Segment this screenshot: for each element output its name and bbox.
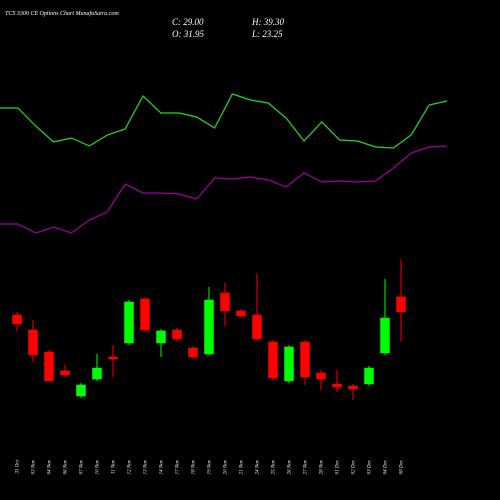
x-tick-label: 27 Nov [304,459,309,474]
ohlc-open: O: 31.95 [172,29,204,39]
candle-body [172,329,182,340]
candle-body [268,341,278,379]
x-tick-label: 12 Nov [128,459,133,474]
candle-body [220,292,230,312]
candle-body [300,341,310,378]
x-tick-label: 21 Nov [240,459,245,474]
x-tick-label: 19 Nov [208,459,213,474]
x-tick-label: 11 Nov [112,459,117,474]
candle-body [76,384,86,397]
candle-body [284,346,294,382]
candle-body [348,385,358,390]
chart-title: TCS 3300 CE Options Chart MunafaSutra.co… [5,10,119,17]
x-tick-label: 26 Nov [288,459,293,474]
candle-body [92,367,102,380]
ohlc-low: L: 23.25 [251,29,283,39]
x-tick-label: 24 Nov [256,459,261,474]
candle-body [12,314,22,325]
candle-body [236,310,246,317]
ohlc-high: H: 39.30 [251,17,284,27]
candle-body [252,314,262,340]
x-tick-label: 04 Nov [48,459,53,474]
indicator-line [0,93,448,149]
x-tick-label: 31 Oct [16,459,21,473]
x-tick-label: 07 Nov [80,459,85,474]
x-tick-label: 03 Nov [32,459,37,474]
x-tick-label: 17 Nov [176,459,181,474]
candle-body [316,372,326,380]
x-tick-label: 08 Dec [400,459,405,474]
candle-body [108,356,118,360]
candle-body [44,351,54,382]
candle-body [124,301,134,344]
x-tick-label: 25 Nov [272,459,277,474]
x-tick-label: 06 Nov [64,459,69,474]
candle-body [156,330,166,344]
x-tick-label: 04 Dec [384,459,389,474]
x-tick-label: 20 Nov [224,459,229,474]
candle-body [188,347,198,358]
candle-body [204,299,214,355]
x-tick-label: 01 Dec [336,459,341,474]
candle-body [60,370,70,376]
x-tick-label: 03 Dec [368,459,373,474]
candle-body [332,383,342,388]
x-tick-label: 28 Nov [320,459,325,474]
candle-body [380,317,390,354]
indicator-line [0,145,448,234]
candle-body [140,298,150,331]
candle-body [396,296,406,313]
candle-body [364,367,374,385]
x-tick-label: 10 Nov [96,459,101,474]
x-tick-label: 02 Dec [352,459,357,474]
ohlc-close: C: 29.00 [172,17,204,27]
candle-body [28,329,38,356]
x-tick-label: 18 Nov [192,459,197,474]
x-tick-label: 13 Nov [144,459,149,474]
x-tick-label: 14 Nov [160,459,165,474]
